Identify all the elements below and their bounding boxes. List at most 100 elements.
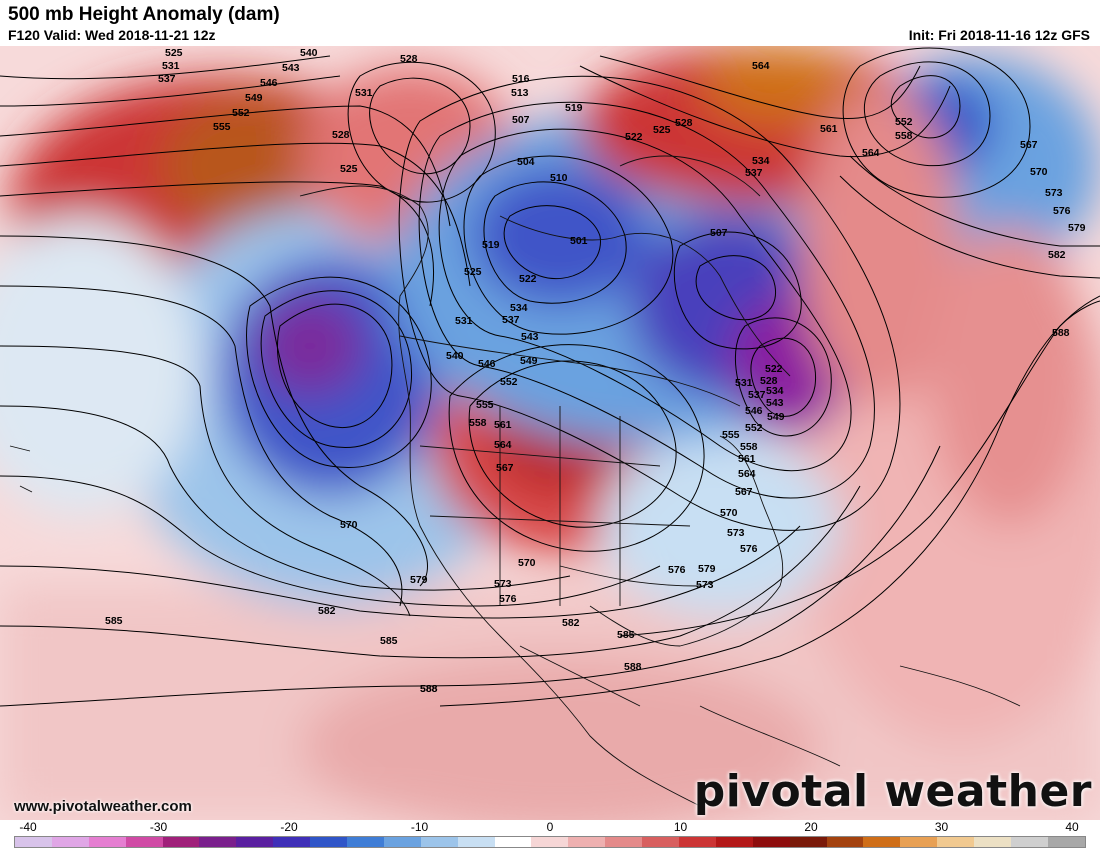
colorbar-tick-label: 0 xyxy=(546,820,554,834)
contour-label: 588 xyxy=(1052,327,1070,339)
contour-label: 507 xyxy=(512,114,530,126)
contour-label: 525 xyxy=(464,266,482,278)
contour-label: 537 xyxy=(158,73,176,85)
colorbar-swatch xyxy=(1047,837,1085,847)
contour-label: 585 xyxy=(105,615,123,627)
colorbar-swatch xyxy=(900,837,938,847)
colorbar-swatch xyxy=(383,837,421,847)
contour-label: 576 xyxy=(668,564,686,576)
contour-label: 570 xyxy=(720,507,738,519)
init-time: Init: Fri 2018-11-16 12z GFS xyxy=(908,27,1090,43)
contour-label: 555 xyxy=(476,399,494,411)
colorbar-tick-label: 20 xyxy=(804,820,818,834)
contour-label: 504 xyxy=(517,156,535,168)
colorbar-swatch xyxy=(752,837,790,847)
colorbar-tick-label: 30 xyxy=(934,820,949,834)
colorbar-swatch xyxy=(199,837,237,847)
contour-label: 582 xyxy=(318,605,336,617)
contour-label: 528 xyxy=(400,53,418,65)
anomaly-map: 525 531 537 540 543 546 549 552 555 528 … xyxy=(0,46,1100,820)
contour-label: 528 xyxy=(675,117,693,129)
contour-label: 552 xyxy=(745,422,763,434)
contour-label: 573 xyxy=(727,527,745,539)
contour-label: 531 xyxy=(735,377,753,389)
contour-label: 579 xyxy=(410,574,428,586)
colorbar-swatch xyxy=(715,837,753,847)
contour-label: 552 xyxy=(232,107,250,119)
colorbar: -40 -30 -20 -10 0 10 20 30 40 xyxy=(0,820,1100,850)
contour-label: 531 xyxy=(455,315,473,327)
contour-label: 576 xyxy=(1053,205,1071,217)
contour-label: 525 xyxy=(340,163,358,175)
colorbar-swatch xyxy=(642,837,680,847)
contour-label: 534 xyxy=(510,302,528,314)
map-title: 500 mb Height Anomaly (dam) xyxy=(8,4,280,25)
height-contours xyxy=(0,47,1100,707)
contour-label: 573 xyxy=(1045,187,1063,199)
colorbar-swatch xyxy=(310,837,348,847)
contour-label: 510 xyxy=(550,172,568,184)
contour-label: 552 xyxy=(895,116,913,128)
coastlines xyxy=(9,155,1021,807)
contour-label: 534 xyxy=(752,155,770,167)
colorbar-swatch xyxy=(457,837,495,847)
colorbar-tick-label: -20 xyxy=(280,820,298,834)
contour-label: 573 xyxy=(696,579,714,591)
contour-label: 537 xyxy=(502,314,520,326)
contour-label: 579 xyxy=(1068,222,1086,234)
map-canvas: 525 531 537 540 543 546 549 552 555 528 … xyxy=(0,46,1100,820)
colorbar-swatch xyxy=(826,837,864,847)
contour-label: 546 xyxy=(745,405,763,417)
colorbar-swatch xyxy=(789,837,827,847)
contour-label: 543 xyxy=(766,397,784,409)
contour-label: 522 xyxy=(519,273,537,285)
contour-label: 546 xyxy=(260,77,278,89)
contour-label: 540 xyxy=(300,47,318,59)
colorbar-swatch xyxy=(531,837,569,847)
contour-label: 561 xyxy=(494,419,512,431)
contour-label: 519 xyxy=(565,102,583,114)
contour-label: 588 xyxy=(420,683,438,695)
contour-label: 561 xyxy=(820,123,838,135)
contour-label: 582 xyxy=(562,617,580,629)
contour-label: 564 xyxy=(738,468,756,480)
contour-label: 558 xyxy=(895,130,913,142)
contour-label: 534 xyxy=(766,385,784,397)
contour-label: 501 xyxy=(570,235,588,247)
colorbar-swatch xyxy=(494,837,532,847)
contour-label: 555 xyxy=(722,429,740,441)
contour-label: 558 xyxy=(740,441,758,453)
contour-label: 516 xyxy=(512,73,530,85)
contour-label: 585 xyxy=(617,629,635,641)
valid-time: F120 Valid: Wed 2018-11-21 12z xyxy=(8,27,216,43)
contour-label: 567 xyxy=(735,486,753,498)
colorbar-tick-label: 40 xyxy=(1065,820,1079,834)
colorbar-swatch xyxy=(15,837,52,847)
contour-label: 525 xyxy=(165,47,183,59)
contour-label: 522 xyxy=(625,131,643,143)
contour-label: 573 xyxy=(494,578,512,590)
colorbar-swatch xyxy=(1011,837,1048,847)
colorbar-tick-label: -40 xyxy=(19,820,37,834)
website-label: www.pivotalweather.com xyxy=(14,798,192,815)
colorbar-swatch xyxy=(974,837,1012,847)
brand-logo: pivotal weather xyxy=(693,766,1092,817)
contour-label: 549 xyxy=(520,355,538,367)
colorbar-swatch xyxy=(420,837,458,847)
contour-label: 576 xyxy=(499,593,517,605)
contour-label: 531 xyxy=(162,60,180,72)
contour-label: 528 xyxy=(760,375,778,387)
contour-label: 570 xyxy=(340,519,358,531)
contour-label: 513 xyxy=(511,87,529,99)
contour-label: 588 xyxy=(420,683,438,695)
colorbar-tick-label: -10 xyxy=(410,820,429,834)
contour-label: 564 xyxy=(494,439,512,451)
contour-label: 561 xyxy=(738,453,756,465)
contour-label: 552 xyxy=(500,376,518,388)
contour-label: 567 xyxy=(496,462,514,474)
colorbar-swatch xyxy=(679,837,716,847)
contour-labels: 525 531 537 540 543 546 549 552 555 528 … xyxy=(105,47,1086,695)
contour-label: 585 xyxy=(380,635,398,647)
colorbar-ticks: -40 -30 -20 -10 0 10 20 30 40 xyxy=(0,820,1100,834)
contour-label: 537 xyxy=(745,167,763,179)
